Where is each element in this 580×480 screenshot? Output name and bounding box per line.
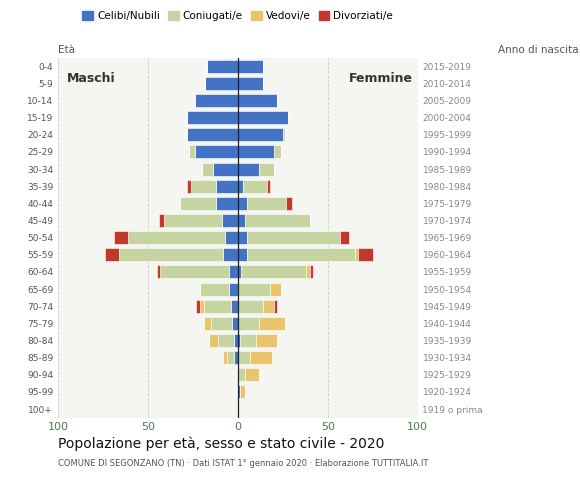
Bar <box>259 317 285 330</box>
Bar <box>213 163 238 176</box>
Bar <box>202 163 213 176</box>
Bar <box>238 231 246 244</box>
Text: Maschi: Maschi <box>67 72 115 84</box>
Legend: Celibi/Nubili, Coniugati/e, Vedovi/e, Divorziati/e: Celibi/Nubili, Coniugati/e, Vedovi/e, Di… <box>78 7 397 25</box>
Bar <box>240 385 245 398</box>
Bar <box>246 197 287 210</box>
Bar <box>287 197 292 210</box>
Bar <box>256 334 277 347</box>
Bar <box>161 265 229 278</box>
Bar <box>234 334 238 347</box>
Bar <box>251 351 272 364</box>
Bar <box>233 317 238 330</box>
Bar <box>238 385 240 398</box>
Bar <box>238 248 246 261</box>
Text: Femmine: Femmine <box>349 72 414 84</box>
Bar <box>180 197 216 210</box>
Bar <box>243 180 267 192</box>
Bar <box>229 265 238 278</box>
Bar <box>238 214 245 227</box>
Bar <box>209 334 218 347</box>
Bar <box>240 334 256 347</box>
Bar <box>238 283 270 296</box>
Bar <box>216 197 238 210</box>
Bar <box>238 111 288 124</box>
Text: Anno di nascita: Anno di nascita <box>498 45 579 55</box>
Bar <box>205 77 238 90</box>
Text: Età: Età <box>58 45 75 55</box>
Bar <box>157 265 161 278</box>
Bar <box>195 145 238 158</box>
Bar <box>245 214 310 227</box>
Bar <box>187 128 238 141</box>
Bar <box>241 265 306 278</box>
Bar <box>238 368 245 381</box>
Bar <box>227 351 234 364</box>
Bar <box>222 214 238 227</box>
Bar <box>245 368 259 381</box>
Bar <box>200 300 204 312</box>
Bar <box>246 231 340 244</box>
Bar <box>238 180 243 192</box>
Bar <box>238 128 282 141</box>
Bar <box>119 248 223 261</box>
Bar <box>270 283 281 296</box>
Bar <box>128 231 225 244</box>
Bar <box>159 214 164 227</box>
Bar <box>238 334 240 347</box>
Bar <box>223 351 227 364</box>
Bar <box>231 300 238 312</box>
Bar <box>238 351 251 364</box>
Bar <box>306 265 310 278</box>
Bar <box>358 248 372 261</box>
Bar <box>207 60 238 72</box>
Bar <box>238 60 263 72</box>
Bar <box>238 300 263 312</box>
Bar <box>238 145 274 158</box>
Bar <box>238 94 277 107</box>
Bar <box>234 351 238 364</box>
Bar <box>218 334 234 347</box>
Bar <box>225 231 238 244</box>
Bar <box>105 248 119 261</box>
Text: Popolazione per età, sesso e stato civile - 2020: Popolazione per età, sesso e stato civil… <box>58 437 385 451</box>
Bar <box>211 317 233 330</box>
Bar <box>195 94 238 107</box>
Bar <box>354 248 358 261</box>
Bar <box>263 300 274 312</box>
Bar <box>187 111 238 124</box>
Bar <box>238 163 259 176</box>
Bar <box>189 145 195 158</box>
Bar <box>267 180 270 192</box>
Bar <box>114 231 128 244</box>
Bar <box>204 317 211 330</box>
Bar <box>197 300 200 312</box>
Bar <box>229 283 238 296</box>
Bar <box>340 231 349 244</box>
Bar <box>259 163 274 176</box>
Bar <box>238 197 246 210</box>
Bar <box>238 265 241 278</box>
Bar <box>238 317 259 330</box>
Bar <box>191 180 216 192</box>
Bar <box>216 180 238 192</box>
Bar <box>274 145 281 158</box>
Bar <box>282 128 285 141</box>
Bar <box>274 300 277 312</box>
Bar <box>223 248 238 261</box>
Bar <box>187 180 191 192</box>
Bar <box>204 300 231 312</box>
Bar <box>310 265 313 278</box>
Bar <box>246 248 354 261</box>
Text: COMUNE DI SEGONZANO (TN) · Dati ISTAT 1° gennaio 2020 · Elaborazione TUTTITALIA.: COMUNE DI SEGONZANO (TN) · Dati ISTAT 1°… <box>58 459 429 468</box>
Bar <box>200 283 229 296</box>
Bar <box>164 214 222 227</box>
Bar <box>238 77 263 90</box>
